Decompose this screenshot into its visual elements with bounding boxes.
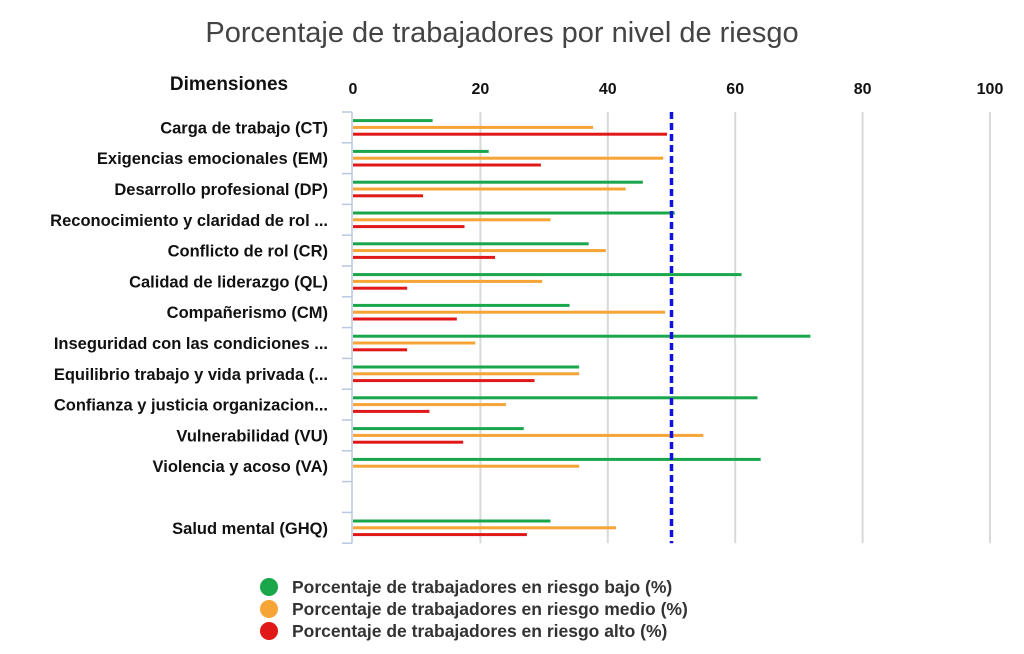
category-header: Dimensiones bbox=[170, 74, 288, 95]
category-label: Equilibrio trabajo y vida privada (... bbox=[54, 366, 328, 384]
x-tick-label: 40 bbox=[599, 81, 617, 98]
category-label: Desarrollo profesional (DP) bbox=[114, 181, 328, 199]
bar-series-0 bbox=[353, 149, 489, 153]
bar-series-2 bbox=[353, 163, 541, 167]
x-axis-ticks: 0 20 40 60 80 100 bbox=[349, 81, 1004, 98]
category-label: Violencia y acoso (VA) bbox=[153, 458, 328, 476]
bar-series-1 bbox=[353, 279, 543, 283]
bar-series-0 bbox=[353, 457, 761, 461]
category-label: Carga de trabajo (CT) bbox=[160, 119, 328, 137]
bar-series-1 bbox=[353, 464, 580, 468]
bar-series-1 bbox=[353, 526, 617, 530]
bar-series-2 bbox=[353, 132, 668, 136]
bar-series-2 bbox=[353, 225, 465, 229]
x-tick-label: 100 bbox=[977, 81, 1004, 98]
category-labels: Carga de trabajo (CT) Exigencias emociona… bbox=[50, 119, 328, 537]
bar-series-2 bbox=[353, 286, 408, 290]
legend-swatch bbox=[260, 600, 278, 618]
legend-label: Porcentaje de trabajadores en riesgo alt… bbox=[292, 621, 667, 641]
bar-series-0 bbox=[353, 365, 580, 369]
bars bbox=[353, 119, 811, 537]
bar-series-2 bbox=[353, 409, 430, 413]
bar-series-0 bbox=[353, 180, 643, 184]
bar-series-2 bbox=[353, 348, 408, 352]
category-label: Calidad de liderazgo (QL) bbox=[129, 273, 328, 291]
bar-series-2 bbox=[353, 255, 496, 259]
y-axis bbox=[342, 111, 353, 544]
chart-title: Porcentaje de trabajadores por nivel de … bbox=[205, 17, 798, 49]
bar-series-1 bbox=[353, 310, 666, 314]
bar-series-1 bbox=[353, 372, 580, 376]
bar-series-0 bbox=[353, 427, 524, 431]
bar-series-0 bbox=[353, 303, 570, 307]
x-tick-label: 0 bbox=[349, 81, 358, 98]
bar-series-0 bbox=[353, 211, 675, 215]
category-label: Inseguridad con las condiciones ... bbox=[54, 335, 328, 353]
bar-series-1 bbox=[353, 433, 704, 437]
legend-swatch bbox=[260, 622, 278, 640]
category-label: Salud mental (GHQ) bbox=[172, 520, 328, 538]
bar-series-1 bbox=[353, 249, 606, 253]
bar-series-0 bbox=[353, 334, 811, 338]
bar-series-0 bbox=[353, 119, 433, 123]
bar-series-1 bbox=[353, 156, 664, 160]
bar-series-0 bbox=[353, 519, 551, 523]
bar-series-1 bbox=[353, 125, 594, 129]
x-tick-label: 80 bbox=[854, 81, 872, 98]
bar-series-0 bbox=[353, 242, 589, 246]
bar-series-2 bbox=[353, 379, 535, 383]
bar-series-2 bbox=[353, 317, 457, 321]
bar-series-1 bbox=[353, 403, 506, 407]
bar-series-0 bbox=[353, 396, 758, 400]
category-label: Compañerismo (CM) bbox=[167, 304, 328, 322]
bar-series-2 bbox=[353, 533, 527, 537]
bar-series-2 bbox=[353, 440, 464, 444]
bar-series-2 bbox=[353, 194, 424, 198]
legend-label: Porcentaje de trabajadores en riesgo baj… bbox=[292, 577, 672, 597]
category-label: Conflicto de rol (CR) bbox=[168, 243, 328, 261]
legend-swatch bbox=[260, 578, 278, 596]
grid-lines bbox=[479, 112, 991, 544]
bar-series-1 bbox=[353, 187, 626, 191]
legend-label: Porcentaje de trabajadores en riesgo med… bbox=[292, 599, 688, 619]
bar-series-0 bbox=[353, 273, 742, 277]
x-tick-label: 60 bbox=[726, 81, 744, 98]
category-label: Confianza y justicia organizacion... bbox=[54, 397, 328, 415]
category-label: Exigencias emocionales (EM) bbox=[97, 150, 328, 168]
x-tick-label: 20 bbox=[472, 81, 490, 98]
category-label: Reconocimiento y claridad de rol ... bbox=[50, 212, 328, 230]
category-label: Vulnerabilidad (VU) bbox=[176, 427, 328, 445]
bar-series-1 bbox=[353, 218, 551, 222]
bar-series-1 bbox=[353, 341, 476, 345]
legend: Porcentaje de trabajadores en riesgo baj… bbox=[260, 577, 688, 641]
